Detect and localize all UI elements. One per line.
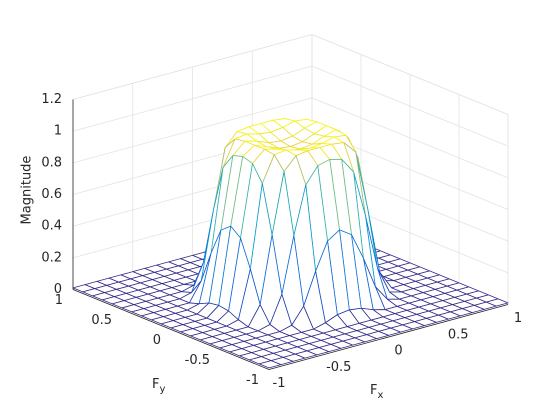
- mesh-cell: [258, 360, 282, 369]
- y-tick-label: 0: [153, 333, 161, 348]
- y-label-text: F: [152, 377, 159, 392]
- x-tick-label: 1: [514, 311, 522, 326]
- y-axis-label: Fy: [152, 377, 165, 396]
- x-axis-label: Fx: [370, 383, 383, 402]
- axis-line: [268, 304, 509, 370]
- z-tick-label: 0: [54, 282, 62, 297]
- y-tick-label: 1: [55, 293, 63, 308]
- z-tick-label: 0.4: [41, 219, 62, 234]
- y-tick-label: -0.5: [185, 353, 210, 368]
- z-tick-label: 0.2: [41, 250, 62, 265]
- x-label-text: F: [370, 383, 377, 398]
- x-label-sub: x: [377, 390, 383, 401]
- x-tick-label: 0.5: [448, 327, 469, 342]
- x-tick-label: 0: [394, 344, 402, 359]
- z-tick-label: 1: [54, 124, 62, 139]
- z-tick-label: 0.8: [41, 155, 62, 170]
- axis-line: [72, 289, 270, 370]
- z-tick-label: 0.6: [41, 187, 62, 202]
- y-tick-label: -1: [246, 373, 259, 388]
- x-tick-label: -0.5: [326, 360, 351, 375]
- x-tick-label: -1: [273, 376, 286, 391]
- z-tick-label: 1.2: [41, 92, 62, 107]
- y-tick-label: 0.5: [91, 313, 112, 328]
- y-label-sub: y: [159, 384, 165, 395]
- z-axis-label: Magnitude: [20, 156, 35, 225]
